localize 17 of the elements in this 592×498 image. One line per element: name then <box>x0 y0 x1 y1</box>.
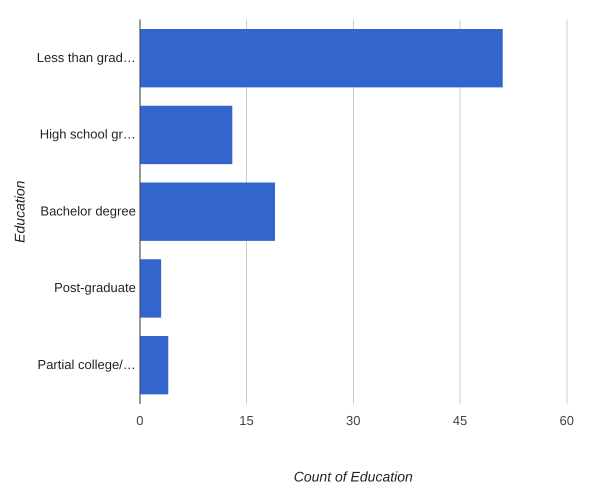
x-tick-label: 45 <box>452 412 468 428</box>
bar <box>140 106 232 164</box>
y-tick-label: Less than grad… <box>36 50 136 65</box>
x-tick-label: 30 <box>346 412 361 428</box>
y-tick-label: Bachelor degree <box>40 203 136 218</box>
x-axis-title: Count of Education <box>294 468 414 484</box>
bar <box>140 336 168 394</box>
x-tick-label: 0 <box>136 412 144 428</box>
bar <box>140 29 503 88</box>
bar <box>140 259 162 318</box>
x-tick-label: 60 <box>560 412 574 428</box>
y-tick-label: Partial college/… <box>38 356 136 372</box>
y-axis-title: Education <box>11 180 28 243</box>
bar <box>140 182 276 241</box>
x-tick-label: 15 <box>239 412 254 428</box>
y-tick-label: Post-graduate <box>54 280 136 296</box>
y-tick-label: High school gr… <box>40 126 136 142</box>
